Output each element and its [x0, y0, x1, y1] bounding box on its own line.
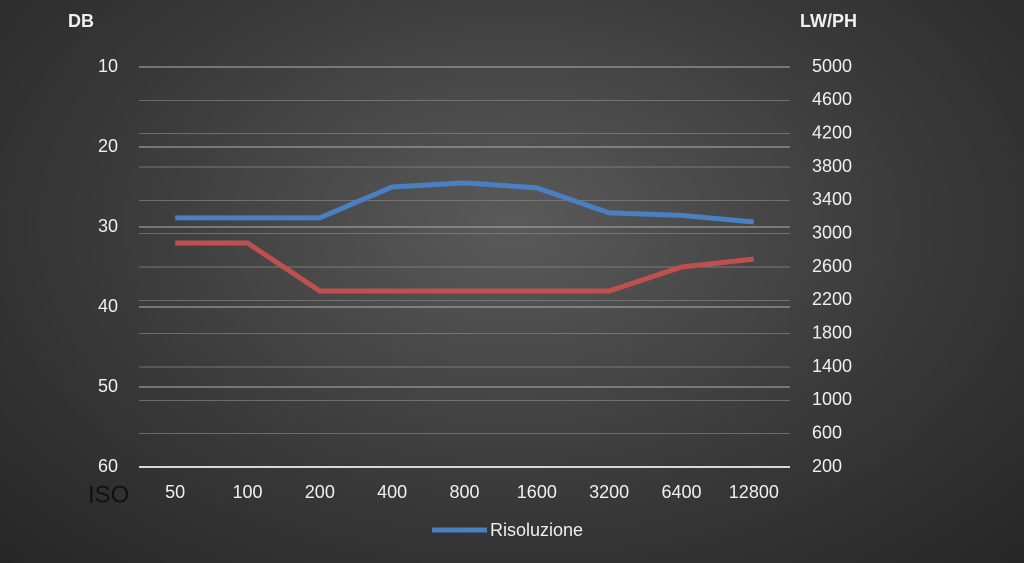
y-tick-label: 30 [98, 216, 118, 236]
y2-tick-label: 1000 [812, 389, 852, 409]
y-tick-label: 60 [98, 456, 118, 476]
y2-tick-label: 3000 [812, 222, 852, 242]
y-tick-label: 20 [98, 136, 118, 156]
y2-tick-label: 4200 [812, 122, 852, 142]
y2-tick-label: 200 [812, 456, 842, 476]
x-tick-label: 200 [305, 482, 335, 502]
y2-axis-label: LW/PH [800, 11, 857, 31]
y-axis-label: DB [68, 11, 94, 31]
x-tick-label: 100 [232, 482, 262, 502]
x-tick-label: 50 [165, 482, 185, 502]
legend-label: Risoluzione [490, 520, 583, 540]
y-tick-label: 40 [98, 296, 118, 316]
y2-tick-label: 3400 [812, 189, 852, 209]
y2-tick-label: 4600 [812, 89, 852, 109]
x-tick-label: 400 [377, 482, 407, 502]
x-tick-label: 3200 [589, 482, 629, 502]
y-tick-label: 50 [98, 376, 118, 396]
y2-tick-label: 5000 [812, 56, 852, 76]
x-axis-label: ISO [88, 481, 129, 508]
x-tick-label: 12800 [729, 482, 779, 502]
y2-tick-label: 2200 [812, 289, 852, 309]
y2-tick-label: 1800 [812, 322, 852, 342]
series-line [175, 180, 755, 225]
y2-tick-label: 2600 [812, 256, 852, 276]
x-tick-label: 1600 [517, 482, 557, 502]
y-tick-label: 10 [98, 56, 118, 76]
x-tick-label: 6400 [661, 482, 701, 502]
y2-tick-label: 3800 [812, 156, 852, 176]
y2-tick-label: 1400 [812, 356, 852, 376]
series-line [175, 240, 755, 294]
y2-tick-label: 600 [812, 422, 842, 442]
x-tick-label: 800 [449, 482, 479, 502]
